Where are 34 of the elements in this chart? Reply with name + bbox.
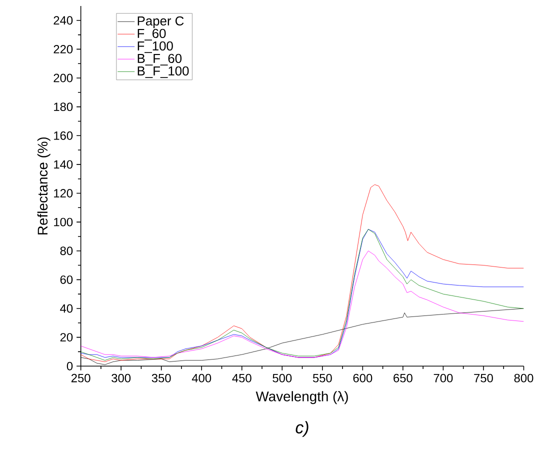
y-tick-label: 80: [60, 246, 73, 256]
y-tick-label: 100: [54, 218, 73, 226]
x-tick-label: 600: [353, 374, 372, 382]
x-tick-label: 250: [71, 374, 90, 382]
legend-label: B_F_60: [138, 54, 182, 66]
x-tick-label: 650: [394, 374, 412, 382]
y-tick-label: 240: [54, 16, 73, 25]
legend-label: F_100: [138, 41, 173, 54]
y-axis-title: Reflectance (%): [37, 137, 50, 234]
legend-label: Paper C: [138, 16, 184, 28]
line-series: [80, 250, 524, 358]
y-tick-label: 120: [54, 189, 73, 198]
x-tick-label: 800: [514, 374, 534, 382]
x-tick-label: 700: [434, 374, 453, 382]
y-tick-label: 40: [60, 304, 73, 313]
x-tick-label: 300: [112, 374, 131, 382]
y-tick-label: 20: [60, 333, 73, 342]
y-tick-label: 140: [54, 160, 73, 169]
y-tick-label: 200: [54, 74, 73, 82]
legend-label: F_60: [138, 28, 166, 41]
x-tick-label: 450: [232, 374, 252, 382]
x-tick-label: 400: [192, 374, 212, 382]
x-axis-title: Wavelength (λ): [256, 391, 348, 404]
y-tick-label: 0: [66, 362, 73, 370]
x-tick-label: 500: [272, 374, 292, 382]
text: c): [296, 421, 308, 437]
y-tick-label: 160: [54, 131, 73, 140]
y-tick-label: 220: [54, 45, 73, 54]
x-tick-label: 350: [152, 374, 171, 382]
x-tick-label: 750: [474, 374, 493, 382]
x-tick-label: 550: [312, 374, 332, 382]
y-tick-label: 60: [60, 276, 73, 284]
y-tick-label: 180: [54, 102, 73, 112]
legend-label: B_F_100: [138, 66, 189, 78]
